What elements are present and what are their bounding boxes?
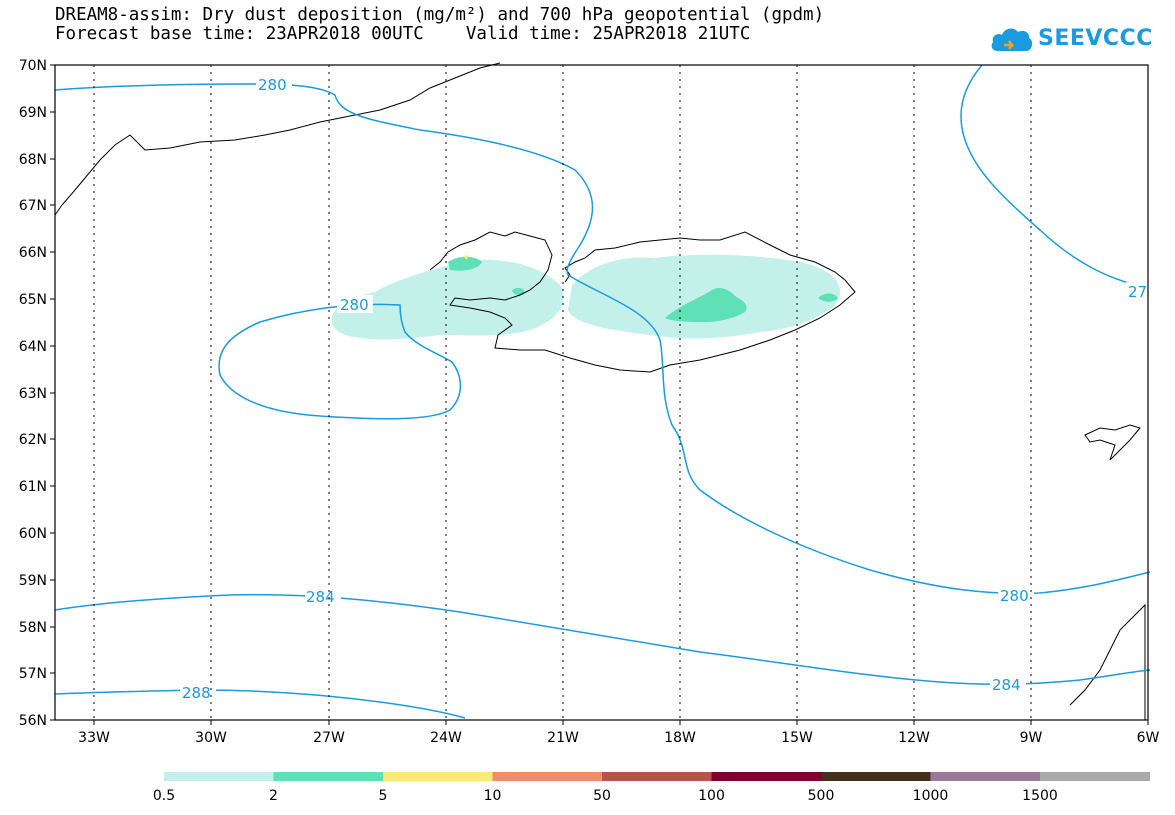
greenland-coast xyxy=(54,62,501,216)
dust-region-west xyxy=(331,259,564,340)
lon-label: 9W xyxy=(1020,730,1043,746)
colorbar-label: 500 xyxy=(808,788,835,804)
lat-label: 68N xyxy=(19,152,47,168)
lat-axis: 70N 69N 68N 67N 66N 65N 64N 63N 62N 61N … xyxy=(19,58,55,729)
contour-label: 280 xyxy=(340,296,369,314)
colorbar-swatch xyxy=(164,772,274,781)
colorbar-label: 100 xyxy=(698,788,725,804)
colorbar-swatch xyxy=(273,772,384,781)
cloud-icon xyxy=(991,28,1033,51)
colorbar-label: 5 xyxy=(379,788,388,804)
contour-label: 284 xyxy=(306,588,335,606)
contour-284 xyxy=(54,593,1151,685)
contour-280-north xyxy=(54,83,1151,595)
dust-core-small xyxy=(818,293,838,302)
lon-axis: 33W 30W 27W 24W 21W 18W 15W 12W 9W 6W xyxy=(78,720,1160,746)
contour-label: 27 xyxy=(1128,283,1147,301)
lat-label: 62N xyxy=(19,432,47,448)
contour-288 xyxy=(54,689,466,719)
lon-label: 15W xyxy=(781,730,813,746)
colorbar-swatch xyxy=(711,772,822,781)
title-line-2: Forecast base time: 23APR2018 00UTC Vali… xyxy=(55,24,751,44)
lon-label: 33W xyxy=(78,730,110,746)
contour-label: 280 xyxy=(1000,587,1029,605)
coastlines xyxy=(54,62,1146,720)
lon-label: 6W xyxy=(1137,730,1160,746)
contour-280-west-loop xyxy=(218,303,462,420)
faroe-coast xyxy=(1084,424,1141,461)
lon-label: 27W xyxy=(313,730,345,746)
lat-label: 70N xyxy=(19,58,47,74)
dust-core-east xyxy=(665,287,747,322)
lat-label: 69N xyxy=(19,105,47,121)
logo-text: SEEVCCC xyxy=(1038,25,1153,51)
colorbar-swatch xyxy=(1040,772,1150,781)
dust-spot-yellow xyxy=(463,255,468,260)
lon-label: 12W xyxy=(898,730,930,746)
lat-label: 60N xyxy=(19,526,47,542)
lat-label: 57N xyxy=(19,666,47,682)
lat-label: 63N xyxy=(19,386,47,402)
lat-label: 65N xyxy=(19,292,47,308)
lon-label: 21W xyxy=(547,730,579,746)
dust-core-small2 xyxy=(512,287,525,295)
lat-label: 59N xyxy=(19,573,47,589)
lat-label: 64N xyxy=(19,339,47,355)
lon-label: 24W xyxy=(430,730,462,746)
colorbar-label: 0.5 xyxy=(153,788,175,804)
lat-label: 61N xyxy=(19,479,47,495)
lat-label: 67N xyxy=(19,198,47,214)
contour-label: 280 xyxy=(258,76,287,94)
colorbar-swatch xyxy=(492,772,603,781)
colorbar-label: 50 xyxy=(593,788,611,804)
colorbar-label: 1500 xyxy=(1022,788,1058,804)
lat-label: 66N xyxy=(19,245,47,261)
colorbar-swatch xyxy=(602,772,712,781)
map-frame xyxy=(54,64,1149,721)
contour-label: 288 xyxy=(182,684,211,702)
colorbar-label: 10 xyxy=(484,788,502,804)
contour-label: 284 xyxy=(992,676,1021,694)
contour-27-east xyxy=(960,64,1151,289)
dust-core-west xyxy=(448,256,482,271)
colorbar: 0.5 2 5 10 50 100 500 1000 1500 xyxy=(153,772,1150,804)
lon-label: 18W xyxy=(664,730,696,746)
dust-shading xyxy=(331,254,841,340)
lat-label: 58N xyxy=(19,620,47,636)
lon-label: 30W xyxy=(195,730,227,746)
seevccc-logo: SEEVCCC xyxy=(990,20,1153,56)
contour-labels: 280 280 27 280 284 284 288 xyxy=(180,75,1150,702)
scotland-coast xyxy=(1069,603,1146,720)
title-line-1: DREAM8-assim: Dry dust deposition (mg/m²… xyxy=(55,5,825,25)
iceland-coast xyxy=(429,231,856,373)
colorbar-swatch xyxy=(821,772,931,781)
colorbar-swatch xyxy=(383,772,493,781)
lat-label: 56N xyxy=(19,713,47,729)
map-title: DREAM8-assim: Dry dust deposition (mg/m²… xyxy=(55,6,824,44)
colorbar-swatch xyxy=(930,772,1041,781)
geopotential-contours xyxy=(54,64,1151,719)
colorbar-label: 1000 xyxy=(913,788,949,804)
colorbar-label: 2 xyxy=(269,788,278,804)
